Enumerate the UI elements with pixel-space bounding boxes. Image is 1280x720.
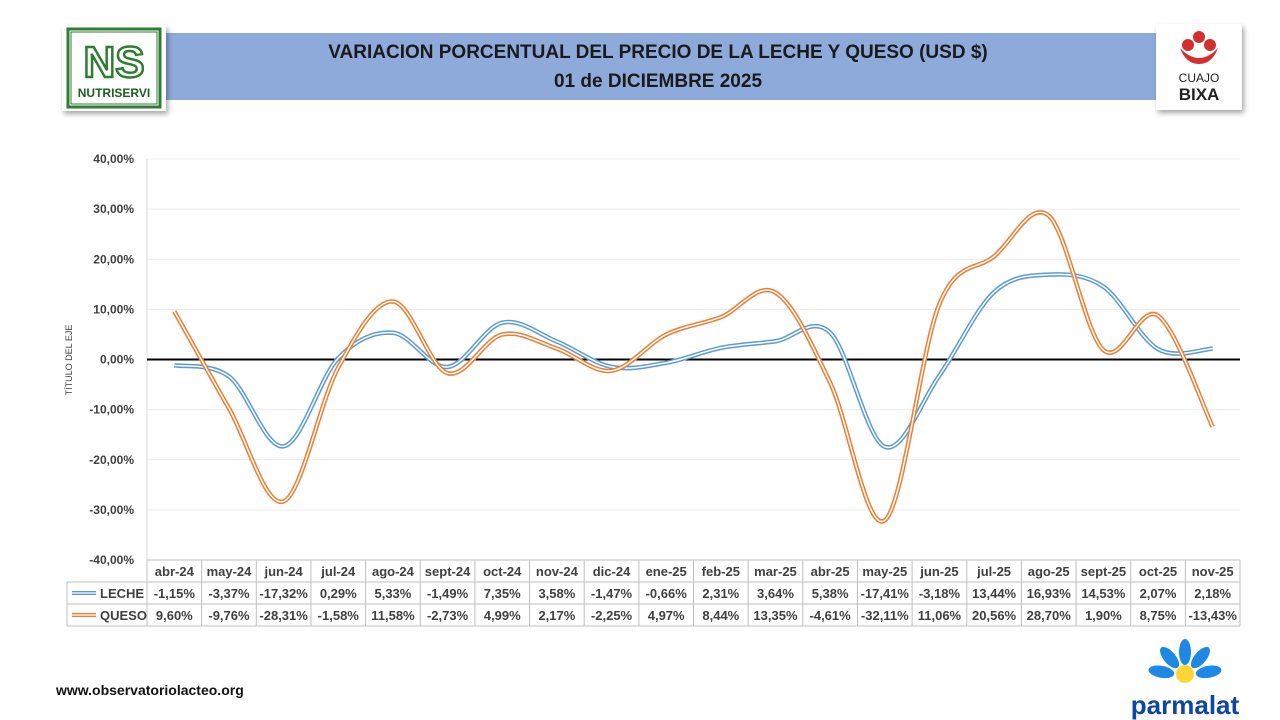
table-cell-queso: 4,97% <box>648 608 685 623</box>
table-cell-queso: 8,44% <box>702 608 739 623</box>
table-cell-leche: -1,49% <box>427 586 469 601</box>
table-cell-leche: -1,15% <box>154 586 196 601</box>
x-tick-label: sept-25 <box>1081 564 1127 579</box>
x-tick-label: oct-25 <box>1139 564 1177 579</box>
x-tick-label: ago-24 <box>372 564 415 579</box>
table-cell-queso: -28,31% <box>259 608 308 623</box>
table-cell-queso: 1,90% <box>1085 608 1122 623</box>
table-cell-leche: -0,66% <box>646 586 688 601</box>
table-cell-leche: 13,44% <box>972 586 1017 601</box>
table-cell-leche: -3,18% <box>919 586 961 601</box>
cuajo-bixa-logo: CUAJO BIXA <box>1156 24 1242 110</box>
x-tick-label: sept-24 <box>425 564 471 579</box>
y-axis-title: TÍTULO DEL EJE <box>64 325 74 396</box>
x-tick-label: mar-25 <box>754 564 797 579</box>
y-tick-label: 20,00% <box>93 252 134 266</box>
table-cell-leche: 0,29% <box>320 586 357 601</box>
x-tick-label: jun-24 <box>263 564 303 579</box>
parmalat-text: parmalat <box>1131 690 1240 720</box>
table-cell-queso: -4,61% <box>810 608 852 623</box>
nutriservi-text: NUTRISERVI <box>78 86 150 100</box>
table-cell-leche: 3,64% <box>757 586 794 601</box>
table-cell-leche: 16,93% <box>1027 586 1072 601</box>
table-cell-leche: 2,31% <box>702 586 739 601</box>
table-cell-queso: 4,99% <box>484 608 521 623</box>
title-banner <box>160 33 1156 100</box>
x-tick-label: abr-24 <box>155 564 195 579</box>
table-cell-leche: 5,38% <box>812 586 849 601</box>
x-tick-label: jun-25 <box>919 564 958 579</box>
table-cell-leche: -17,32% <box>259 586 308 601</box>
y-tick-label: 0,00% <box>100 353 134 367</box>
series-line-leche-inner <box>174 273 1213 449</box>
table-cell-leche: 5,33% <box>374 586 411 601</box>
table-cell-leche: -1,47% <box>591 586 633 601</box>
y-tick-label: -40,00% <box>89 553 134 567</box>
table-cell-queso: 13,35% <box>753 608 798 623</box>
table-cell-leche: 14,53% <box>1081 586 1126 601</box>
x-tick-label: dic-24 <box>593 564 631 579</box>
table-cell-queso: 2,17% <box>538 608 575 623</box>
table-cell-queso: 11,06% <box>918 608 962 623</box>
table-cell-queso: 28,70% <box>1027 608 1072 623</box>
table-cell-queso: 11,58% <box>371 608 415 623</box>
x-tick-label: oct-24 <box>483 564 522 579</box>
series-line-queso-inner <box>173 211 1214 523</box>
chart-date: 01 de DICIEMBRE 2025 <box>553 71 763 92</box>
x-tick-label: nov-25 <box>1192 564 1234 579</box>
table-cell-leche: 7,35% <box>484 586 521 601</box>
table-cell-queso: 9,60% <box>156 608 193 623</box>
website-url[interactable]: www.observatoriolacteo.org <box>56 682 244 698</box>
table-cell-leche: -3,37% <box>208 586 250 601</box>
x-tick-label: may-25 <box>862 564 907 579</box>
x-tick-label: abr-25 <box>811 564 850 579</box>
bixa-text: BIXA <box>1179 85 1220 104</box>
y-tick-label: 40,00% <box>93 152 134 166</box>
table-cell-queso: -1,58% <box>318 608 360 623</box>
x-tick-label: jul-24 <box>320 564 356 579</box>
table-cell-leche: -17,41% <box>861 586 910 601</box>
table-cell-queso: -2,25% <box>591 608 633 623</box>
x-tick-label: feb-25 <box>702 564 740 579</box>
table-cell-leche: 2,18% <box>1194 586 1231 601</box>
legend-label-queso: QUESO <box>100 608 147 623</box>
x-tick-label: may-24 <box>207 564 253 579</box>
table-cell-queso: -9,76% <box>208 608 250 623</box>
y-tick-label: 30,00% <box>93 202 134 216</box>
parmalat-logo: parmalat <box>1131 639 1240 720</box>
y-tick-label: -10,00% <box>89 403 134 417</box>
x-tick-label: jul-25 <box>976 564 1011 579</box>
cuajo-text: CUAJO <box>1179 71 1220 85</box>
table-cell-queso: -32,11% <box>861 608 909 623</box>
y-tick-label: -20,00% <box>89 453 134 467</box>
chart-title: VARIACION PORCENTUAL DEL PRECIO DE LA LE… <box>328 42 988 63</box>
x-tick-label: ene-25 <box>646 564 687 579</box>
legend-label-leche: LECHE <box>100 586 144 601</box>
x-tick-label: nov-24 <box>536 564 579 579</box>
table-cell-queso: 20,56% <box>972 608 1017 623</box>
table-cell-queso: -13,43% <box>1188 608 1237 623</box>
table-cell-queso: 8,75% <box>1140 608 1177 623</box>
table-cell-queso: -2,73% <box>427 608 469 623</box>
nutriservi-logo: NS NUTRISERVI <box>62 25 166 111</box>
y-tick-label: 10,00% <box>93 302 134 316</box>
table-cell-leche: 3,58% <box>538 586 575 601</box>
table-cell-leche: 2,07% <box>1140 586 1177 601</box>
svg-text:NS: NS <box>83 38 144 87</box>
series-line-leche <box>173 272 1213 450</box>
x-tick-label: ago-25 <box>1028 564 1070 579</box>
y-tick-label: -30,00% <box>89 503 134 517</box>
